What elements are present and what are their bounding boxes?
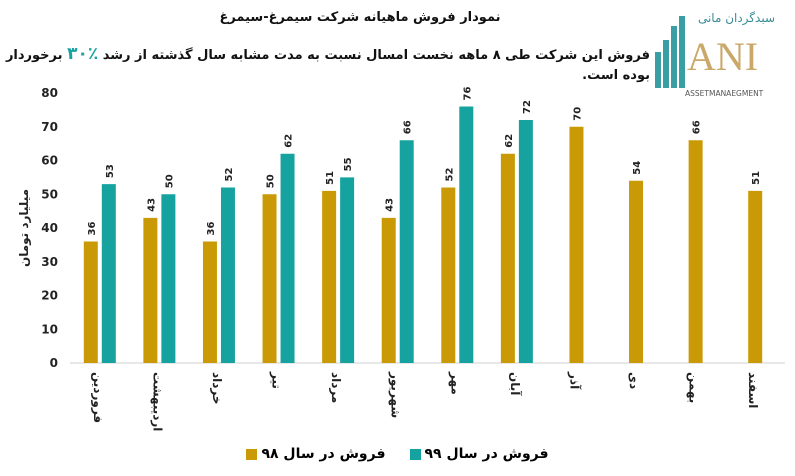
x-tick-label: تیر: [270, 371, 284, 389]
bar: [220, 187, 235, 363]
bar: [161, 194, 176, 363]
legend-item: فروش در سال ۹۹: [409, 446, 549, 462]
bar: [518, 120, 533, 363]
data-label: 55: [343, 157, 354, 171]
bar: [340, 177, 355, 363]
bar: [629, 180, 644, 363]
data-label: 43: [146, 198, 157, 212]
y-tick-label: 30: [41, 255, 58, 269]
data-label: 70: [572, 107, 583, 121]
bar: [202, 241, 217, 363]
bar: [748, 190, 763, 363]
legend: فروش در سال ۹۹ فروش در سال ۹۸: [0, 446, 795, 462]
bar: [381, 217, 396, 363]
subtitle-before: فروش این شرکت طی ۸ ماهه نخست امسال نسبت …: [102, 48, 650, 63]
legend-swatch: [409, 448, 421, 460]
company-logo: سبدگردان مانی ANI ASSETMANAEGMENT: [655, 8, 785, 100]
data-label: 43: [385, 198, 396, 212]
data-label: 66: [692, 120, 703, 134]
y-tick-label: 80: [41, 86, 58, 100]
y-tick-label: 0: [50, 356, 58, 370]
bar: [143, 217, 158, 363]
y-tick-label: 60: [41, 154, 58, 168]
bar: [101, 184, 116, 363]
data-label: 51: [325, 171, 336, 185]
data-label: 36: [206, 222, 217, 236]
bar: [459, 106, 474, 363]
data-label: 53: [105, 164, 116, 178]
data-label: 62: [284, 134, 295, 148]
legend-swatch: [246, 448, 258, 460]
subtitle-after: برخوردار بوده است.: [5, 48, 650, 83]
bar: [441, 187, 456, 363]
y-tick-label: 70: [41, 120, 58, 134]
bar: [399, 140, 414, 363]
data-label: 66: [403, 120, 414, 134]
data-label: 51: [751, 171, 762, 185]
logo-graphic: سبدگردان مانی ANI ASSETMANAEGMENT: [655, 11, 775, 98]
y-tick-label: 20: [41, 289, 58, 303]
y-tick-label: 10: [41, 322, 58, 336]
data-label: 62: [504, 134, 515, 148]
data-label: 36: [87, 222, 98, 236]
data-label: 50: [266, 174, 277, 188]
data-label: 54: [632, 161, 643, 175]
legend-item: فروش در سال ۹۸: [246, 446, 386, 462]
bar: [322, 190, 337, 363]
x-tick-label: اسفند: [746, 372, 760, 408]
bar: [83, 241, 98, 363]
data-label: 50: [164, 174, 175, 188]
chart-subtitle: فروش این شرکت طی ۸ ماهه نخست امسال نسبت …: [0, 44, 650, 86]
bar: [500, 153, 515, 363]
bar: [688, 140, 703, 363]
x-tick-label: فروردین: [90, 372, 105, 423]
logo-en: ANI: [687, 34, 758, 79]
data-label: 52: [444, 168, 455, 182]
legend-label: فروش در سال ۹۸: [261, 446, 386, 462]
bar: [280, 153, 295, 363]
y-tick-label: 40: [41, 221, 58, 235]
x-tick-label: دی: [627, 372, 641, 389]
chart-title: نمودار فروش ماهیانه شرکت سیمرغ-سیمرغ: [219, 10, 501, 25]
y-axis-label: میلیارد تومان: [17, 189, 32, 267]
x-tick-label: بهمن: [687, 372, 701, 403]
subtitle-percent: ٪۳۰: [67, 44, 99, 64]
legend-label: فروش در سال ۹۹: [424, 446, 549, 462]
logo-tag: ASSETMANAEGMENT: [685, 89, 764, 98]
x-tick-label: مهر: [448, 371, 462, 395]
bar: [262, 194, 277, 363]
logo-fa: سبدگردان مانی: [698, 11, 775, 26]
x-tick-label: مرداد: [329, 372, 343, 403]
x-tick-label: اردیبهشت: [150, 372, 164, 431]
data-label: 72: [522, 100, 533, 114]
bar: [569, 126, 584, 363]
x-tick-label: خرداد: [210, 372, 224, 405]
x-tick-label: شهریور: [388, 371, 403, 418]
data-label: 76: [462, 87, 473, 101]
data-label: 52: [224, 168, 235, 182]
x-tick-label: آذر: [567, 371, 582, 390]
x-tick-label: آبان: [508, 372, 523, 396]
y-tick-label: 50: [41, 187, 58, 201]
